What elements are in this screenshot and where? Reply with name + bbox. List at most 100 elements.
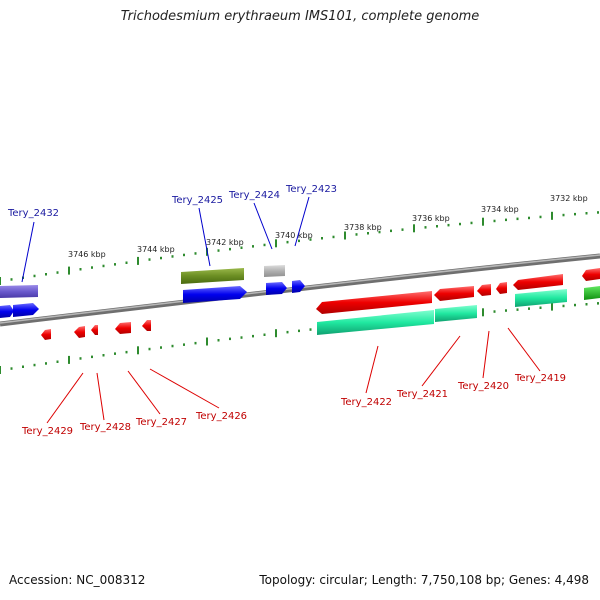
gene-label-2429[interactable]: Tery_2429 — [21, 426, 73, 437]
coord-label-3734: 3734 kbp — [481, 205, 519, 214]
outer-ruler-tick — [574, 212, 576, 216]
gene-label-2428[interactable]: Tery_2428 — [79, 422, 131, 433]
gene-blue-2424[interactable] — [266, 282, 287, 295]
cds-green-2421[interactable] — [435, 305, 477, 322]
reverse-strand-features — [41, 268, 600, 340]
inner-ruler-tick — [56, 360, 59, 363]
feature-olive-2425[interactable] — [181, 268, 244, 284]
outer-ruler-tick — [45, 273, 47, 276]
outer-ruler-tick — [516, 217, 519, 221]
leader-2425 — [198, 207, 211, 267]
inner-ruler-tick — [275, 329, 277, 338]
leader-2432 — [21, 221, 35, 283]
gene-blue-2423[interactable] — [292, 280, 305, 293]
inner-ruler-tick — [528, 307, 530, 310]
gene-red-2429[interactable] — [41, 329, 51, 340]
gene-red-2427[interactable] — [115, 322, 131, 334]
gene-blue-left-1[interactable] — [0, 305, 14, 318]
outer-ruler-tick — [378, 230, 381, 234]
gene-label-2424[interactable]: Tery_2424 — [228, 190, 280, 201]
inner-ruler-tick — [585, 303, 588, 306]
gene-label-2425[interactable]: Tery_2425 — [171, 195, 223, 206]
outer-ruler-tick — [68, 266, 70, 275]
cds-green-2422[interactable] — [317, 310, 434, 335]
outer-ruler-tick — [390, 229, 392, 233]
gene-label-2422[interactable]: Tery_2422 — [340, 397, 392, 408]
inner-ruler-tick — [137, 346, 139, 355]
outer-ruler-tick — [436, 225, 438, 228]
outer-ruler-tick — [275, 239, 277, 248]
forward-strand-features — [0, 265, 305, 318]
gene-red-2428b[interactable] — [91, 325, 98, 335]
gene-label-2427[interactable]: Tery_2427 — [135, 417, 187, 428]
outer-ruler-tick — [286, 240, 289, 244]
outer-ruler-tick — [424, 226, 427, 229]
leader-2428 — [96, 372, 105, 421]
cds-green-2419[interactable] — [515, 289, 567, 307]
gene-red-2422[interactable] — [316, 291, 432, 314]
outer-ruler-tick — [597, 211, 599, 214]
inner-ruler-tick — [148, 347, 151, 351]
inner-ruler-tick — [252, 334, 254, 338]
gene-red-2420a[interactable] — [477, 284, 491, 296]
gene-red-2421[interactable] — [434, 286, 474, 301]
outer-ruler-tick — [79, 268, 82, 271]
outer-ruler-tick — [298, 239, 300, 243]
feature-green-right-edge[interactable] — [584, 286, 600, 300]
outer-ruler-tick — [332, 235, 335, 239]
outer-ruler-tick — [367, 232, 369, 235]
outer-ruler-tick — [137, 256, 139, 265]
leader-2423 — [294, 196, 310, 247]
gene-label-2432[interactable]: Tery_2432 — [7, 208, 59, 219]
inner-ruler-tick — [217, 339, 220, 342]
gene-label-2420[interactable]: Tery_2420 — [457, 381, 509, 392]
inner-ruler-tick — [10, 367, 13, 370]
leader-2429 — [46, 372, 84, 424]
outer-ruler-tick — [528, 216, 530, 220]
gene-label-2423[interactable]: Tery_2423 — [285, 184, 337, 195]
outer-ruler-tick — [194, 252, 197, 255]
genome-backbone-highlight — [0, 254, 600, 324]
inner-ruler-tick — [263, 333, 266, 336]
inner-ruler-tick — [551, 302, 553, 311]
inner-ruler-tick — [240, 336, 243, 339]
gene-red-right-edge[interactable] — [582, 268, 600, 281]
gene-label-2419[interactable]: Tery_2419 — [514, 373, 566, 384]
outer-ruler-tick — [562, 213, 565, 217]
outer-ruler-tick — [539, 215, 542, 219]
gene-label-2421[interactable]: Tery_2421 — [396, 389, 448, 400]
outer-ruler-tick — [482, 217, 484, 226]
gene-red-2420b[interactable] — [496, 282, 507, 294]
leader-2426 — [149, 368, 220, 409]
outer-ruler-tick — [413, 224, 415, 233]
inner-ruler-tick — [482, 308, 484, 317]
coord-label-3732: 3732 kbp — [550, 194, 588, 203]
gene-blue-2425[interactable] — [183, 286, 247, 303]
inner-ruler-tick — [45, 362, 47, 365]
inner-ruler-tick — [505, 309, 507, 312]
inner-ruler-tick — [206, 337, 208, 346]
inner-ruler-tick — [0, 366, 1, 374]
gene-red-2426[interactable] — [142, 320, 151, 331]
inner-ruler-tick — [33, 363, 36, 367]
gene-blue-left-2[interactable] — [13, 303, 39, 317]
feature-grey-2424[interactable] — [264, 265, 285, 277]
outer-ruler-tick — [160, 256, 162, 260]
gene-red-2419[interactable] — [513, 274, 563, 290]
outer-ruler — [0, 211, 599, 285]
gene-label-2426[interactable]: Tery_2426 — [195, 411, 247, 422]
inner-ruler-tick — [125, 350, 128, 354]
coord-label-3736: 3736 kbp — [412, 214, 450, 223]
outer-ruler-tick — [447, 223, 450, 227]
inner-ruler-tick — [229, 337, 231, 341]
leader-2420 — [482, 330, 490, 379]
outer-ruler-tick — [585, 212, 588, 215]
outer-ruler-tick — [401, 228, 404, 231]
genome-backbone — [0, 253, 600, 327]
gene-red-2428a[interactable] — [74, 326, 85, 338]
inner-ruler-tick — [562, 304, 565, 308]
feature-purple-2432[interactable] — [0, 285, 38, 298]
coord-label-3746: 3746 kbp — [68, 250, 106, 259]
inner-ruler-tick — [114, 352, 116, 355]
